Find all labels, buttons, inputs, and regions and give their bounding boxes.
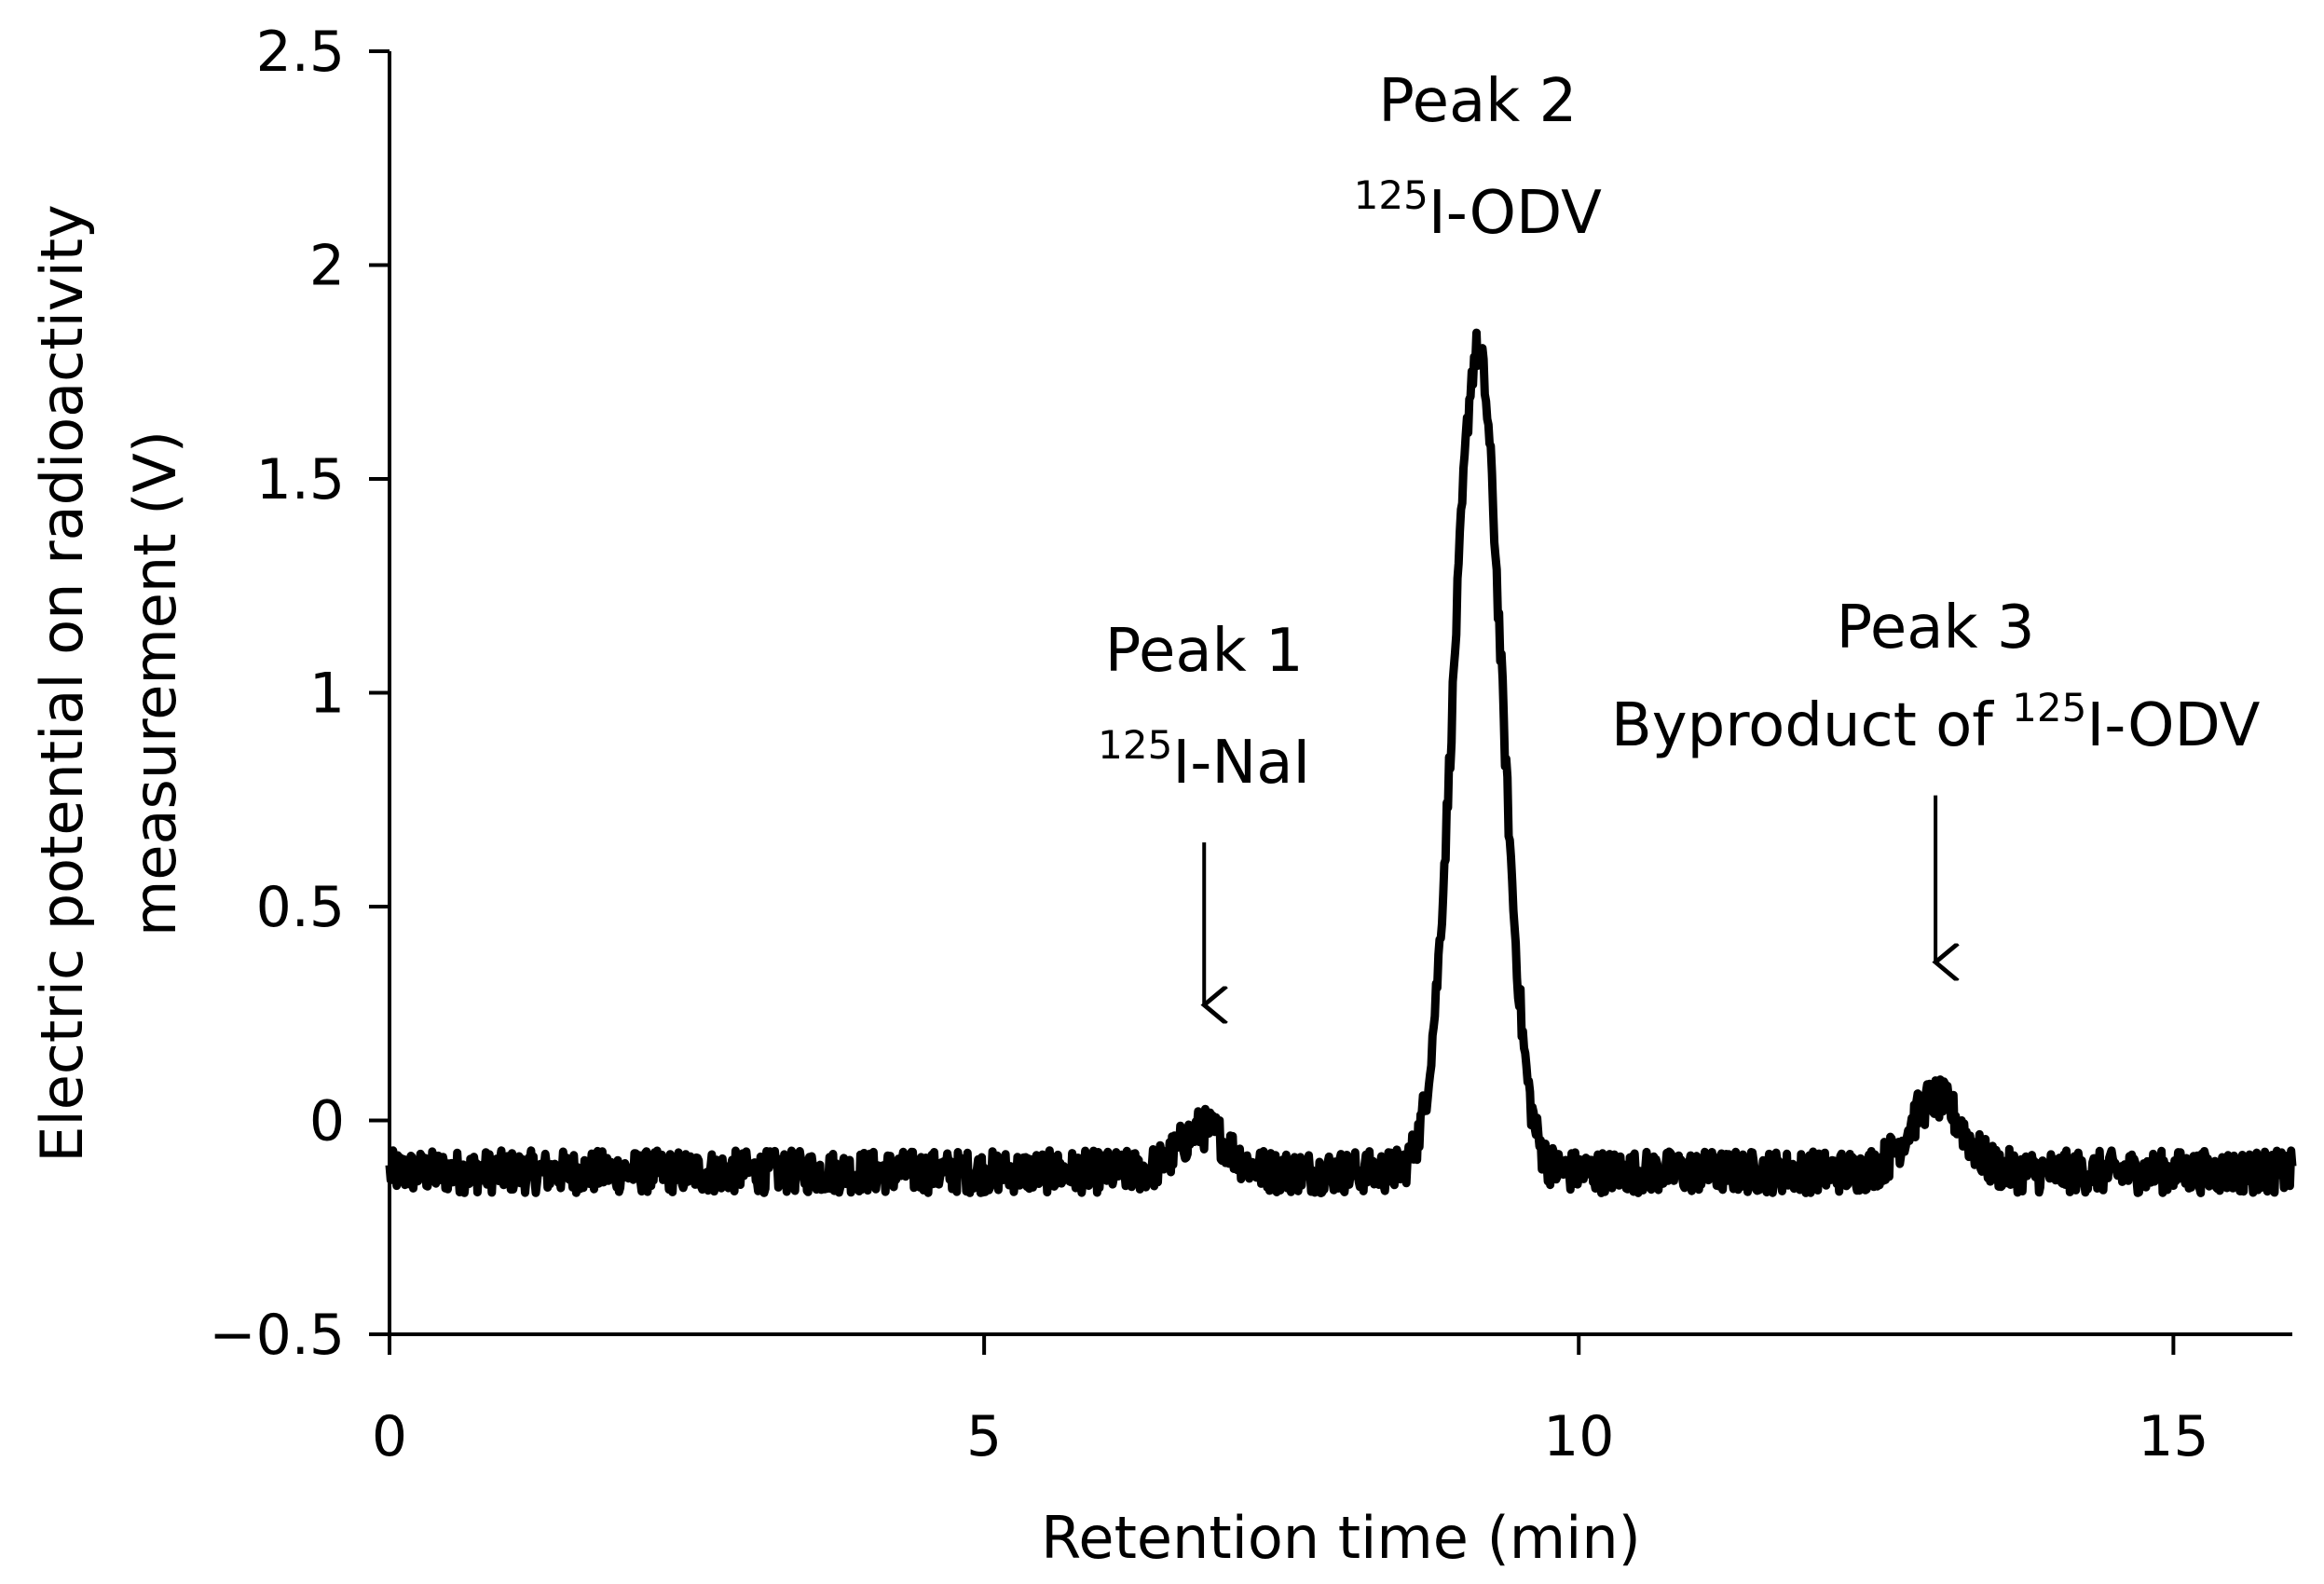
y-tick-label: 0 <box>309 1089 345 1154</box>
y-tick-label: 1 <box>309 662 345 727</box>
y-tick-label: −0.5 <box>209 1303 345 1368</box>
x-axis-title: Retention time (min) <box>1041 1504 1641 1572</box>
label-prefix: Byproduct of <box>1611 691 2012 760</box>
label-suffix: I-ODV <box>1429 179 1602 248</box>
y-tick-label: 1.5 <box>256 447 345 512</box>
y-tick-label: 2.5 <box>256 20 345 85</box>
y-axis-title-line-2: measurement (V) <box>121 430 189 936</box>
axes <box>369 49 2292 1355</box>
y-tick-label: 0.5 <box>256 875 345 940</box>
x-tick-label: 15 <box>2138 1404 2208 1469</box>
peak-title: Peak 2 <box>1378 67 1577 136</box>
peak-compound-label: 125I-NaI <box>1098 722 1310 798</box>
labels: −0.5 0 0.5 1 1.5 2 2.5 0 5 10 15 Retention time (mi… <box>28 20 2209 1572</box>
y-tick-label: 2 <box>309 234 345 299</box>
trace-layer <box>385 328 2297 1197</box>
x-tick-label: 10 <box>1543 1404 1614 1469</box>
peak-3-annotation: Peak 3 Byproduct of 125I-ODV <box>1611 594 2261 963</box>
isotope-superscript: 125 <box>1098 722 1172 768</box>
peak-title: Peak 1 <box>1105 617 1304 686</box>
isotope-superscript: 125 <box>1354 172 1429 218</box>
y-axis-title-line-1: Electric potential on radioactivity <box>28 204 96 1162</box>
x-tick-label: 0 <box>372 1404 407 1469</box>
label-suffix: I-NaI <box>1172 729 1310 798</box>
peak-compound-label: Byproduct of 125I-ODV <box>1611 685 2261 760</box>
chromatogram-trace <box>385 328 2297 1197</box>
peak-title: Peak 3 <box>1837 594 2035 662</box>
x-tick-label: 5 <box>966 1404 1002 1469</box>
peak-2-annotation: Peak 2 125I-ODV <box>1354 67 1602 248</box>
label-suffix: I-ODV <box>2086 691 2260 760</box>
peak-1-annotation: Peak 1 125I-NaI <box>1098 617 1310 1005</box>
isotope-superscript: 125 <box>2012 685 2086 731</box>
peak-compound-label: 125I-ODV <box>1354 172 1602 248</box>
